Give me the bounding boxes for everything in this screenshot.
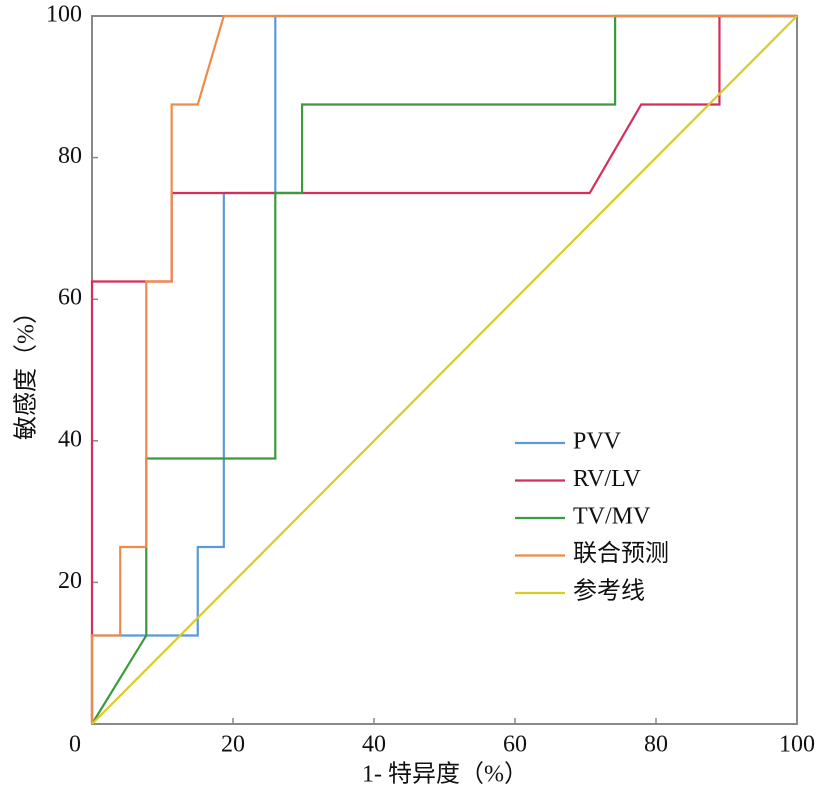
series-line (91, 15, 798, 725)
x-axis-label: 1- 特异度（%） (362, 761, 528, 788)
y-tick-label: 100 (46, 2, 82, 28)
legend-label: 参考线 (573, 578, 645, 605)
y-tick-label: 40 (58, 426, 82, 452)
x-tick-label: 100 (779, 732, 815, 758)
series-line (90, 14, 797, 724)
series-line (90, 14, 797, 724)
legend-label: PVV (573, 429, 622, 455)
legend-label: RV/LV (573, 466, 642, 492)
x-tick-label: 20 (221, 732, 245, 758)
x-tick-label: 40 (362, 732, 386, 758)
y-axis-label: 敏感度（%） (13, 300, 40, 440)
y-tick-label: 80 (58, 143, 82, 169)
legend-label: 联合预测 (573, 540, 669, 567)
legend-label: TV/MV (573, 504, 651, 530)
y-tick-label: 20 (58, 568, 82, 594)
series-line (90, 14, 797, 724)
x-tick-label: 60 (503, 732, 527, 758)
y-tick-label: 60 (58, 285, 82, 311)
x-tick-label: 0 (69, 732, 81, 758)
x-tick-label: 80 (644, 732, 668, 758)
